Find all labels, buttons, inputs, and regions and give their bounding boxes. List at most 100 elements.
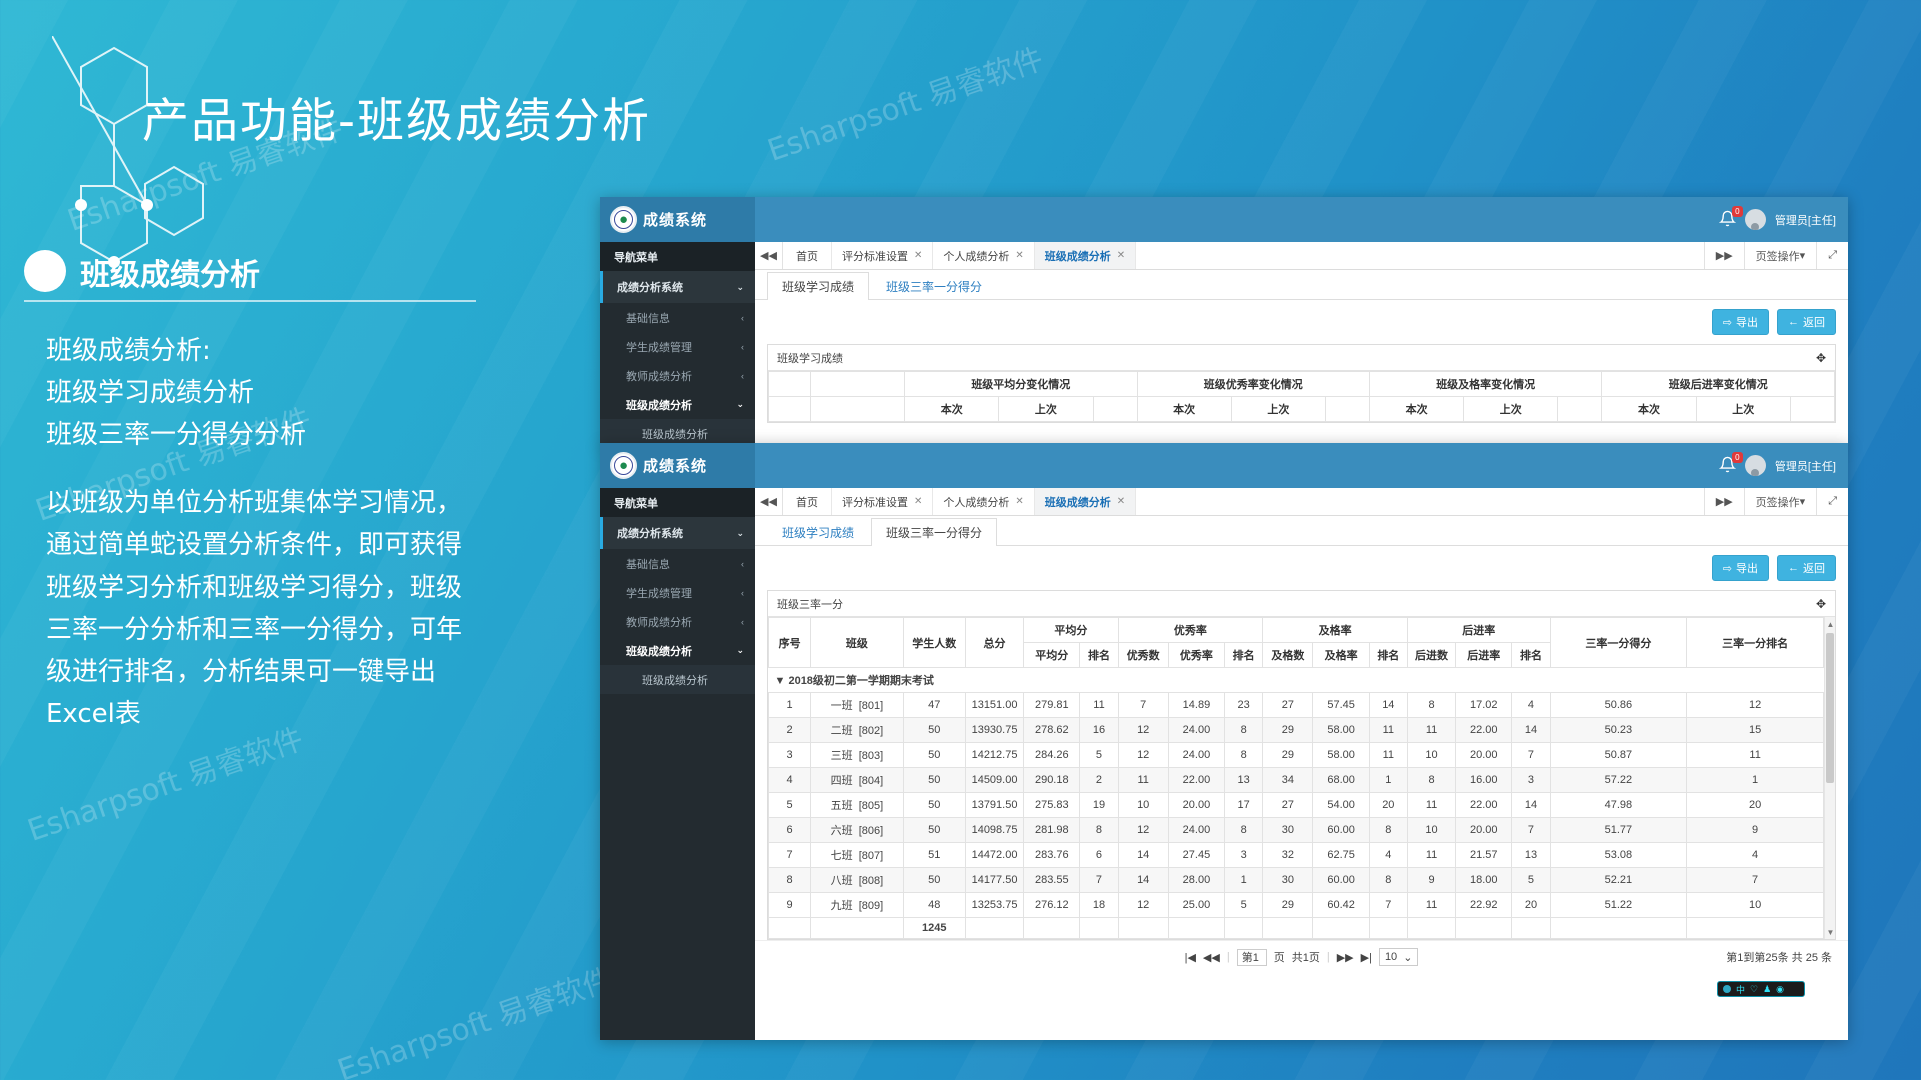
logo-icon: ● xyxy=(610,452,637,479)
row-pass-rate: 54.00 xyxy=(1312,792,1370,818)
tabstrip-prev-icon[interactable]: ◀◀ xyxy=(755,242,783,269)
row-lag-num: 8 xyxy=(1406,692,1457,718)
page-last-button[interactable]: ▶| xyxy=(1360,951,1372,964)
subtab-class-three-rate[interactable]: 班级三率一分得分 xyxy=(871,518,998,546)
subtab-class-three-rate[interactable]: 班级三率一分得分 xyxy=(886,280,983,294)
brand-name: 成绩系统 xyxy=(643,212,708,229)
panel-settings-icon[interactable]: ✥ xyxy=(1815,350,1826,365)
subtab-class-study-score[interactable]: 班级学习成绩 xyxy=(767,272,870,300)
tab-personal-analysis[interactable]: 个人成绩分析 ✕ xyxy=(933,242,1035,269)
tab-class-analysis[interactable]: 班级成绩分析 ✕ xyxy=(1034,488,1137,515)
hexagon-ornament xyxy=(52,36,204,268)
fullscreen-icon[interactable]: ⤢ xyxy=(1816,242,1848,269)
caret-down-icon[interactable]: ▼ xyxy=(774,675,786,687)
page-first-button[interactable]: |◀ xyxy=(1184,951,1196,964)
table-row[interactable]: 1 一班 [801] 47 13151.00 279.81 11 7 14.89 23 27 57.… xyxy=(767,692,1824,718)
panel-header: 班级三率一分 ✥ xyxy=(768,591,1835,617)
tab-personal-analysis[interactable]: 个人成绩分析 ✕ xyxy=(933,488,1035,515)
ime-toolbar[interactable]: 中 ♡ ♟ ◉ xyxy=(1717,981,1805,997)
ime-lang-label[interactable]: 中 xyxy=(1736,984,1746,995)
close-icon[interactable]: ✕ xyxy=(914,496,923,507)
page-next-button[interactable]: ▶▶ xyxy=(1336,951,1354,964)
tab-operations-menu[interactable]: 页签操作 ▾ xyxy=(1743,488,1817,515)
table-row[interactable]: 5 五班 [805] 50 13791.50 275.83 19 10 20.00 17 27 54… xyxy=(767,792,1824,818)
scroll-down-icon[interactable]: ▼ xyxy=(1826,927,1835,937)
header-group-lag: 班级后进率变化情况 xyxy=(1601,371,1835,397)
close-icon[interactable]: ✕ xyxy=(1015,250,1024,261)
desc-line-3: 班级三率一分得分分析 xyxy=(46,420,307,451)
scroll-up-icon[interactable]: ▲ xyxy=(1826,619,1835,629)
fullscreen-icon[interactable]: ⤢ xyxy=(1816,488,1848,515)
sidebar-item-basic-info[interactable]: 基础信息 ‹ xyxy=(600,549,755,578)
notification-bell-icon[interactable]: 0 xyxy=(1718,452,1743,475)
sidebar-group-analysis[interactable]: 成绩分析系统 ⌄ xyxy=(600,271,755,303)
tab-operations-menu[interactable]: 页签操作 ▾ xyxy=(1743,242,1817,269)
sidebar-item-teacher-analysis[interactable]: 教师成绩分析 ‹ xyxy=(600,607,755,636)
brand[interactable]: ● 成绩系统 xyxy=(600,197,755,242)
sidebar-item-class-analysis[interactable]: 班级成绩分析 ⌄ xyxy=(600,636,755,665)
row-class: 三班 [803] xyxy=(810,742,904,768)
close-icon[interactable]: ✕ xyxy=(1015,496,1024,507)
panel-class-study-score: 班级学习成绩 ✥ 班级平均分变化情况 班级优秀率 xyxy=(767,344,1836,423)
back-button[interactable]: ← 返回 xyxy=(1777,555,1836,581)
sidebar-item-teacher-analysis[interactable]: 教师成绩分析 ‹ xyxy=(600,361,755,390)
page-size-select[interactable]: 10 ⌄ xyxy=(1378,948,1419,966)
table-row[interactable]: 6 六班 [806] 50 14098.75 281.98 8 12 24.00 8 30 60.0… xyxy=(767,817,1824,843)
sidebar-item-student-scores[interactable]: 学生成绩管理 ‹ xyxy=(600,578,755,607)
close-icon[interactable]: ✕ xyxy=(1116,496,1126,507)
export-button[interactable]: ⇨ 导出 xyxy=(1711,309,1769,335)
row-excellent-rate: 27.45 xyxy=(1167,842,1226,868)
sidebar-item-student-scores[interactable]: 学生成绩管理 ‹ xyxy=(600,332,755,361)
table-row[interactable]: 8 八班 [808] 50 14177.50 283.55 7 14 28.00 1 30 60.0… xyxy=(767,867,1824,893)
page-number-input[interactable]: 第1 xyxy=(1236,948,1267,966)
app-window-main[interactable]: ● 成绩系统 0 管理员[主任] 导航菜单 成绩分析系统 ⌄ 基础信息 ‹ xyxy=(600,443,1848,1040)
row-pass-rank: 7 xyxy=(1368,892,1408,918)
sidebar-group-analysis[interactable]: 成绩分析系统 ⌄ xyxy=(600,517,755,549)
notification-bell-icon[interactable]: 0 xyxy=(1718,206,1743,229)
user-name[interactable]: 管理员[主任] xyxy=(1774,214,1836,227)
table-row[interactable]: 9 九班 [809] 48 13253.75 276.12 18 12 25.00 5 29 60.… xyxy=(767,892,1824,918)
table-scrollbar[interactable]: ▲ ▼ xyxy=(1824,617,1835,939)
table-row[interactable]: 4 四班 [804] 50 14509.00 290.18 2 11 22.00 13 34 68.… xyxy=(767,767,1824,793)
tabstrip-next-icon[interactable]: ▶▶ xyxy=(1703,488,1744,515)
avatar[interactable] xyxy=(1744,209,1766,230)
close-icon[interactable]: ✕ xyxy=(1116,250,1126,261)
tab-home[interactable]: 首页 xyxy=(783,488,832,515)
sidebar-subitem-class-analysis[interactable]: 班级成绩分析 xyxy=(600,665,755,694)
close-icon[interactable]: ✕ xyxy=(914,250,923,261)
avatar[interactable] xyxy=(1744,455,1766,476)
ime-person-icon[interactable]: ♟ xyxy=(1763,983,1772,994)
brand[interactable]: ● 成绩系统 xyxy=(600,443,755,488)
tab-scoring-standard[interactable]: 评分标准设置 ✕ xyxy=(832,488,934,515)
table-row[interactable]: 2 二班 [802] 50 13930.75 278.62 16 12 24.00 8 29 58.… xyxy=(767,717,1824,743)
tab-home[interactable]: 首页 xyxy=(783,242,832,269)
scrollbar-thumb[interactable] xyxy=(1826,633,1834,783)
back-button[interactable]: ← 返回 xyxy=(1777,309,1836,335)
row-total-score: 13151.00 xyxy=(964,692,1025,718)
row-excellent-rate: 20.00 xyxy=(1167,792,1226,818)
sidebar-subitem-class-analysis[interactable]: 班级成绩分析 xyxy=(600,419,755,447)
table-row[interactable]: 3 三班 [803] 50 14212.75 284.26 5 12 24.00 8 29 58.0… xyxy=(767,742,1824,768)
subtab-class-study-score[interactable]: 班级学习成绩 xyxy=(782,526,855,540)
tab-class-analysis[interactable]: 班级成绩分析 ✕ xyxy=(1034,242,1137,269)
user-name[interactable]: 管理员[主任] xyxy=(1774,460,1836,473)
panel-settings-icon[interactable]: ✥ xyxy=(1815,596,1826,611)
ime-settings-icon[interactable]: ◉ xyxy=(1776,983,1785,994)
sidebar-item-class-analysis[interactable]: 班级成绩分析 ⌄ xyxy=(600,390,755,419)
table-row[interactable]: 7 七班 [807] 51 14472.00 283.76 6 14 27.45 3 32 62.7… xyxy=(767,842,1824,868)
pagination-info: 第1到第25条 共 25 条 xyxy=(1726,952,1832,964)
tabstrip-next-icon[interactable]: ▶▶ xyxy=(1703,242,1744,269)
sidebar-item-basic-info[interactable]: 基础信息 ‹ xyxy=(600,303,755,332)
row-lag-rank: 20 xyxy=(1511,892,1551,918)
row-class: 八班 [808] xyxy=(810,867,904,893)
page-prev-button[interactable]: ◀◀ xyxy=(1202,951,1220,964)
ime-heart-icon[interactable]: ♡ xyxy=(1750,983,1759,994)
row-no: 5 xyxy=(767,792,812,818)
export-button[interactable]: ⇨ 导出 xyxy=(1711,555,1769,581)
group-row-label: 2018级初二第一学期期末考试 xyxy=(788,675,934,687)
row-lag-rate: 22.00 xyxy=(1455,717,1513,743)
app-window-top[interactable]: ● 成绩系统 0 管理员[主任] 导航菜单 成绩分析系统 ⌄ 基础信息 ‹ xyxy=(600,197,1848,447)
tabstrip-prev-icon[interactable]: ◀◀ xyxy=(755,488,783,515)
tab-scoring-standard[interactable]: 评分标准设置 ✕ xyxy=(832,242,934,269)
table-group-row[interactable]: ▼ 2018级初二第一学期期末考试 xyxy=(768,667,1824,693)
